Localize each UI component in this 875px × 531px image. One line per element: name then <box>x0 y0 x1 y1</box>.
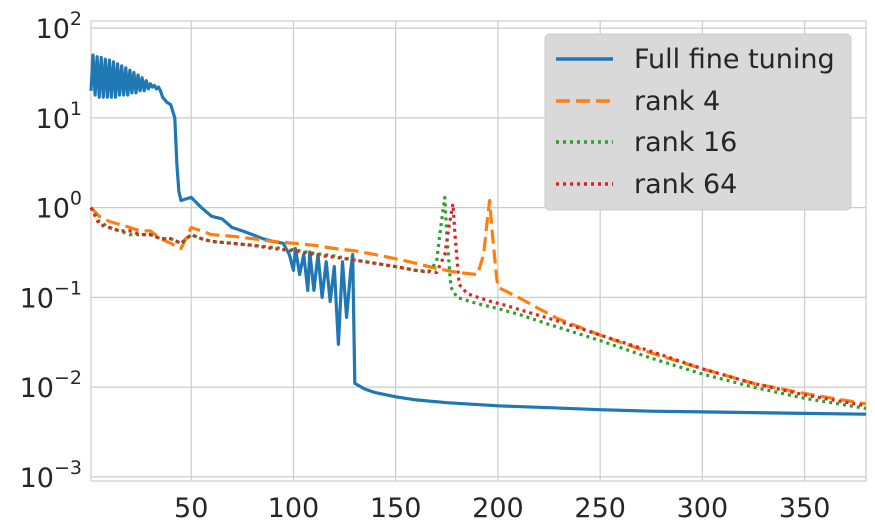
y-axis-ticks: 10−3 10−2 10−1 100 101 102 <box>20 8 82 494</box>
x-tick-label: 300 <box>677 493 729 524</box>
x-axis-ticks: 50 100 150 200 250 300 350 <box>174 493 830 524</box>
series-layer <box>89 53 867 416</box>
y-tick-label: 100 <box>36 188 82 225</box>
x-tick-label: 100 <box>268 493 320 524</box>
x-tick-label: 200 <box>472 493 524 524</box>
y-tick-label: 10−3 <box>20 457 82 494</box>
x-tick-label: 350 <box>779 493 831 524</box>
y-tick-label: 10−1 <box>20 277 82 314</box>
series-line-rank-64 <box>89 202 867 408</box>
x-tick-label: 250 <box>574 493 626 524</box>
legend-box <box>544 33 852 211</box>
series-line-rank-4 <box>89 198 867 406</box>
legend: Full fine tuning rank 4 rank 16 rank 64 <box>544 33 852 211</box>
plot-frame <box>90 20 867 482</box>
legend-label-rank-64: rank 64 <box>634 169 737 200</box>
legend-label-rank-16: rank 16 <box>634 127 737 158</box>
y-tick-label: 10−2 <box>20 367 82 404</box>
series-line-rank-16 <box>89 195 867 410</box>
y-tick-label: 102 <box>36 8 82 45</box>
series-line-full-fine-tuning <box>89 53 867 416</box>
y-tick-label: 101 <box>36 98 82 135</box>
x-tick-label: 50 <box>174 493 208 524</box>
x-tick-label: 150 <box>370 493 422 524</box>
legend-label-rank-4: rank 4 <box>634 86 720 117</box>
legend-label-full-fine-tuning: Full fine tuning <box>634 44 835 75</box>
